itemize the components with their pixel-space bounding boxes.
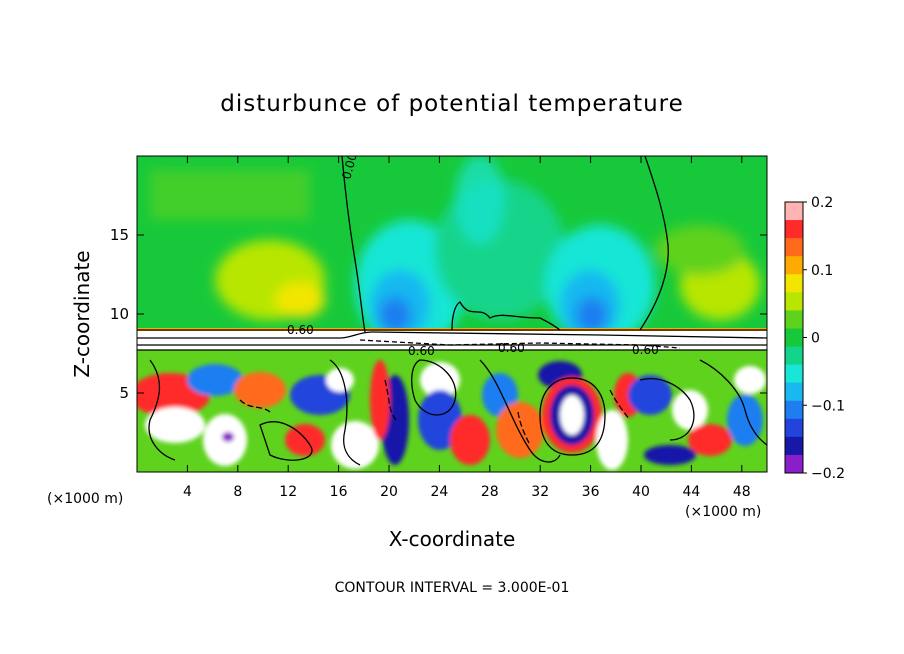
x-unit-right: (×1000 m) [685,504,761,520]
colorbar-tick-label: −0.2 [811,466,845,482]
x-tick-label: 4 [183,484,192,500]
colorbar-swatch [785,436,803,456]
colorbar-swatch [785,220,803,239]
region-upper-right-warm2 [655,225,745,275]
y-tick-label: 10 [110,305,129,323]
lower-eddy-white-8 [734,366,766,394]
lower-eddy-red-6 [496,402,544,458]
contour-lower-eddy-1 [259,421,313,461]
colorbar-swatch [785,382,803,402]
x-axis: 4 8 12 16 20 24 28 32 36 40 44 48 [183,156,751,500]
contour-top-cap [451,301,561,331]
y-axis-label: Z-coordinate [70,250,94,377]
x-tick-label: 24 [430,484,448,500]
colorbar-swatch [785,328,803,348]
contour-right-plume [639,156,669,331]
contour-chain-mid [384,379,397,421]
region-upper-blue-right-core [576,297,608,333]
region-upper-light [150,170,310,220]
x-tick-label: 12 [279,484,297,500]
colorbar-tick-label: 0.2 [811,195,833,211]
lower-eddy-white-3 [326,368,354,392]
colorbar-swatch [785,400,803,420]
lower-eddy-red-4 [370,360,390,440]
x-tick-label: 28 [481,484,499,500]
contour-interval-footer: CONTOUR INTERVAL = 3.000E-01 [335,580,570,596]
colorbar-swatch [785,292,803,311]
region-upper-left-warm-core [275,282,325,318]
colorbar-swatch [785,274,803,293]
lower-eddy-red-8 [688,424,732,456]
colorbar-swatch [785,310,803,329]
contour-lower-eddy-3 [411,359,457,416]
colorbar: 0.2 0.1 0 −0.1 −0.2 [784,195,845,482]
colorbar-tick-label: 0 [811,331,820,347]
lower-eddy-purple [222,432,234,442]
lower-eddy-white-5 [420,362,460,398]
region-upper-cyan-column [455,156,505,245]
colorbar-swatch [785,364,803,384]
contour-chain-left [239,399,271,413]
contour-lower-eddy-5 [639,378,695,441]
x-unit-left: (×1000 m) [47,491,123,507]
x-axis-label: X-coordinate [389,527,516,551]
contour-lower-ring [539,377,606,456]
contour-inversion-1 [137,331,767,339]
lower-eddy-white-1 [145,407,205,443]
colorbar-swatch [785,202,803,221]
contour-lower-eddy-6 [699,359,767,446]
contour-label-group: 0.00 0.60 0.60 0.60 0.60 [287,156,659,358]
contour-label: 0.60 [498,341,525,355]
x-tick-label: 48 [733,484,751,500]
colorbar-tick-label: −0.1 [811,398,845,414]
colorbar-swatch [785,238,803,257]
contour-lines [137,156,767,466]
colorbar-swatch [785,256,803,275]
lower-ring-white [560,395,584,435]
contour-dashed-band [359,339,681,349]
lower-eddy-white-4 [331,421,379,469]
x-tick-label: 40 [632,484,650,500]
colorbar-swatch [785,346,803,366]
y-axis: 5 10 15 [110,226,767,402]
colorbar-tick-label: 0.1 [811,263,833,279]
lower-eddy-blue-8 [727,394,763,446]
contour-lower-eddy-2 [329,359,361,466]
lower-eddy-red-2 [234,372,286,408]
lower-eddy-blue-7 [628,375,672,415]
colorbar-swatch [785,454,803,474]
contour-chain-right [609,389,631,421]
plot-area: 0.00 0.60 0.60 0.60 0.60 [137,156,767,472]
x-tick-label: 36 [582,484,600,500]
lower-eddy-blue-1 [187,364,243,396]
chart-title: disturbunce of potential temperature [220,91,684,117]
contour-label: 0.60 [408,344,435,358]
contour-lower-eddy-4 [479,359,561,463]
x-tick-label: 16 [330,484,348,500]
x-tick-label: 32 [531,484,549,500]
contour-label: 0.60 [287,323,314,337]
lower-eddy-red-5 [450,415,490,465]
x-tick-label: 8 [233,484,242,500]
contour-lower-left [148,359,176,461]
lower-eddy-white-7 [672,390,708,430]
upper-field [150,156,760,350]
colorbar-swatch [785,418,803,438]
y-tick-label: 15 [110,226,129,244]
lower-eddy-red-3 [285,424,325,456]
lower-eddy-blue-9 [644,445,696,465]
lower-field [137,350,767,472]
x-tick-label: 44 [682,484,700,500]
contour-label: 0.60 [632,343,659,357]
contour-left-plume [341,156,366,333]
y-tick-label: 5 [119,384,129,402]
region-upper-blue-left-core [379,297,411,333]
x-tick-label: 20 [380,484,398,500]
contour-chain-mid2 [517,411,531,446]
